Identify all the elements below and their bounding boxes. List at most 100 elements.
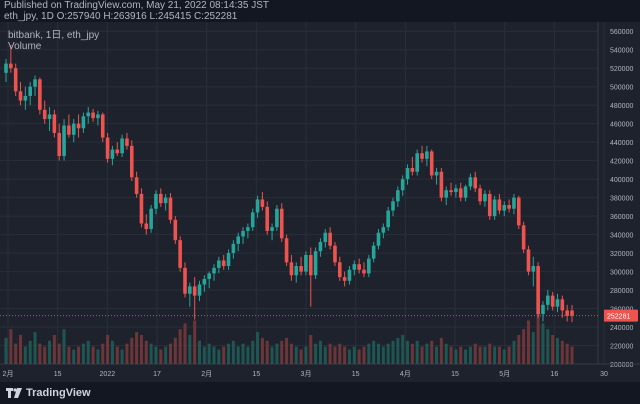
candle-body xyxy=(381,227,386,233)
candle-body xyxy=(110,149,115,159)
price-tick-label: 500000 xyxy=(610,85,633,92)
candle-body xyxy=(134,177,139,194)
volume-bar xyxy=(72,349,76,364)
price-tick-label: 400000 xyxy=(610,177,633,184)
volume-bar xyxy=(415,340,419,364)
published-line: Published on TradingView.com, May 21, 20… xyxy=(4,0,269,11)
volume-bar xyxy=(565,343,569,364)
time-tick-label: 2月 xyxy=(3,370,14,378)
candle-body xyxy=(76,123,81,129)
volume-bar xyxy=(299,349,303,364)
candle-body xyxy=(328,232,332,246)
price-tick-label: 220000 xyxy=(610,344,633,351)
price-tick-label: 440000 xyxy=(610,140,633,147)
candle-body xyxy=(265,206,270,231)
price-tick-label: 360000 xyxy=(610,214,633,221)
candle-body xyxy=(120,138,124,154)
candle-body xyxy=(231,243,236,254)
volume-bar xyxy=(19,335,23,364)
volume-bar xyxy=(347,349,351,364)
volume-bar xyxy=(410,343,414,364)
price-tick-label: 300000 xyxy=(610,270,633,277)
candle-body xyxy=(342,277,347,281)
candle-body xyxy=(454,188,458,193)
volume-bar xyxy=(449,346,453,364)
time-tick-label: 15 xyxy=(451,371,459,378)
volume-bar xyxy=(386,343,390,364)
volume-bar xyxy=(517,335,521,364)
candle-body xyxy=(236,236,241,244)
volume-bar xyxy=(497,346,501,364)
candle-body xyxy=(458,188,463,198)
candle-body xyxy=(33,79,37,87)
candle-body xyxy=(483,193,487,202)
volume-bar xyxy=(430,340,434,364)
volume-bar xyxy=(488,343,492,364)
volume-bar xyxy=(106,335,110,364)
volume-label[interactable]: Volume xyxy=(8,41,42,52)
candle-body xyxy=(376,232,381,246)
volume-bar xyxy=(193,320,197,364)
volume-bar xyxy=(135,332,139,364)
volume-bar xyxy=(454,349,458,364)
price-tick-label: 460000 xyxy=(610,122,633,129)
volume-bar xyxy=(289,343,293,364)
time-tick-label: 17 xyxy=(153,371,161,378)
volume-bar xyxy=(43,346,47,364)
volume-bar xyxy=(86,340,90,364)
chart-legend: bitbank, 1日, eth_jpy Volume xyxy=(8,30,99,52)
candle-body xyxy=(429,151,434,176)
volume-bar xyxy=(541,323,545,364)
candle-body xyxy=(371,245,376,259)
candle-body xyxy=(337,262,342,278)
candle-body xyxy=(221,260,226,267)
price-tick-label: 280000 xyxy=(610,288,633,295)
volume-bar xyxy=(493,346,497,364)
chart-area[interactable]: 560000 540000 520000 500000 480000 460000 4400… xyxy=(0,22,640,382)
volume-bar xyxy=(96,349,100,364)
candle-body xyxy=(18,91,23,101)
candle-body xyxy=(541,304,545,315)
symbol-label[interactable]: bitbank, 1日, eth_jpy xyxy=(8,30,100,41)
price-tick-label: 480000 xyxy=(610,103,633,110)
volume-bar xyxy=(318,340,322,364)
candle-body xyxy=(67,125,71,135)
volume-bar xyxy=(531,332,535,364)
candle-body xyxy=(163,197,168,204)
volume-bar xyxy=(376,343,380,364)
volume-bar xyxy=(57,343,61,364)
candle-body xyxy=(304,254,308,272)
candle-body xyxy=(487,193,492,217)
time-tick-label: 5月 xyxy=(499,370,510,378)
price-tick-label: 240000 xyxy=(610,325,633,332)
volume-bar xyxy=(478,346,482,364)
candle-body xyxy=(197,284,202,296)
volume-bar xyxy=(23,346,27,364)
volume-bar xyxy=(294,346,298,364)
volume-bar xyxy=(502,349,506,364)
volume-bar xyxy=(444,343,448,364)
candle-body xyxy=(275,208,279,228)
volume-bar xyxy=(352,346,356,364)
candle-body xyxy=(284,238,289,263)
candle-body xyxy=(507,205,511,209)
candle-body xyxy=(502,205,507,211)
candle-body xyxy=(526,249,531,272)
volume-bar xyxy=(420,346,424,364)
candle-body xyxy=(260,199,265,207)
candle-body xyxy=(386,210,390,228)
candlestick-chart[interactable]: 560000 540000 520000 500000 480000 460000 4400… xyxy=(0,22,640,382)
time-tick-label: 2022 xyxy=(100,371,116,378)
volume-bar xyxy=(507,346,511,364)
volume-bar xyxy=(4,337,8,364)
price-tick-label: 540000 xyxy=(610,48,633,55)
volume-bar xyxy=(125,343,129,364)
price-tick-label: 200000 xyxy=(610,362,633,369)
volume-bar xyxy=(91,346,95,364)
tradingview-brand[interactable]: TradingView xyxy=(6,387,91,399)
volume-bar xyxy=(183,323,187,364)
volume-bar xyxy=(439,337,443,364)
candle-body xyxy=(555,299,560,307)
candle-body xyxy=(91,112,95,119)
volume-bar xyxy=(275,343,279,364)
